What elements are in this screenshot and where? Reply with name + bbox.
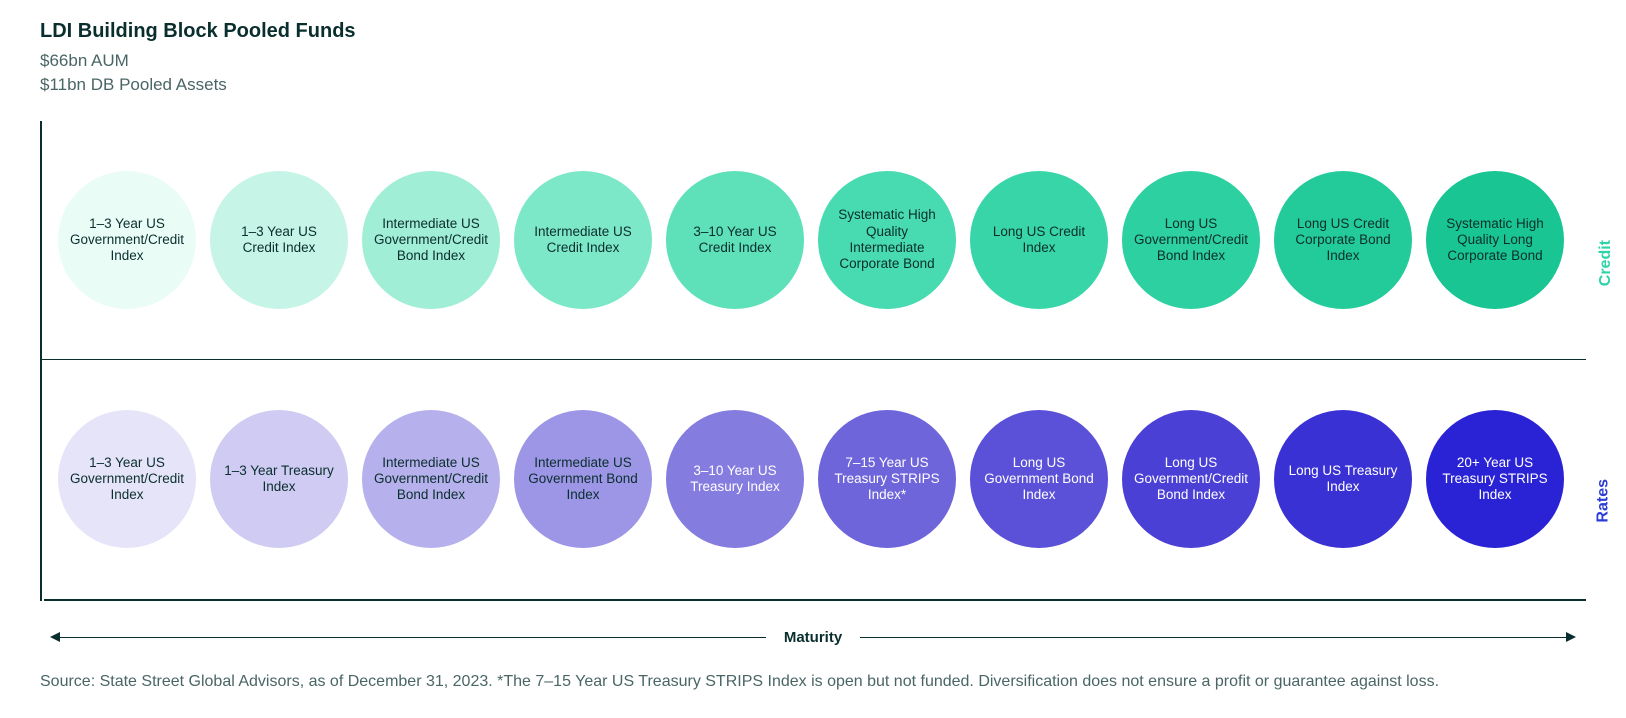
maturity-line-right bbox=[860, 637, 1566, 638]
rates-row: Rates 1–3 Year US Government/Credit Inde… bbox=[42, 360, 1586, 599]
rates-axis-label: Rates bbox=[1595, 479, 1613, 523]
chart-header: LDI Building Block Pooled Funds $66bn AU… bbox=[40, 20, 1586, 97]
rates-bubble: 7–15 Year US Treasury STRIPS Index* bbox=[818, 410, 956, 548]
credit-bubble: Systematic High Quality Long Corporate B… bbox=[1426, 171, 1564, 309]
rates-bubble: 1–3 Year US Government/Credit Index bbox=[58, 410, 196, 548]
rates-bubble: Intermediate US Government Bond Index bbox=[514, 410, 652, 548]
credit-row: Credit 1–3 Year US Government/Credit Ind… bbox=[42, 121, 1586, 360]
x-axis-baseline bbox=[44, 599, 1586, 601]
chart-title: LDI Building Block Pooled Funds bbox=[40, 20, 1586, 43]
credit-bubble: Long US Credit Index bbox=[970, 171, 1108, 309]
credit-axis-label: Credit bbox=[1597, 240, 1615, 286]
chart-subtitle-1: $66bn AUM bbox=[40, 49, 1586, 73]
chart-footnote: Source: State Street Global Advisors, as… bbox=[40, 670, 1586, 693]
bubble-rows-container: Credit 1–3 Year US Government/Credit Ind… bbox=[42, 121, 1586, 601]
credit-bubble: 1–3 Year US Government/Credit Index bbox=[58, 171, 196, 309]
arrow-right-icon bbox=[1566, 632, 1576, 642]
credit-bubble: Long US Credit Corporate Bond Index bbox=[1274, 171, 1412, 309]
arrow-left-icon bbox=[50, 632, 60, 642]
rates-bubble: 3–10 Year US Treasury Index bbox=[666, 410, 804, 548]
rates-bubble: Long US Treasury Index bbox=[1274, 410, 1412, 548]
rates-bubble: Long US Government/Credit Bond Index bbox=[1122, 410, 1260, 548]
rates-bubble: Long US Government Bond Index bbox=[970, 410, 1108, 548]
credit-bubble: Intermediate US Credit Index bbox=[514, 171, 652, 309]
credit-bubble: Intermediate US Government/Credit Bond I… bbox=[362, 171, 500, 309]
maturity-line-left bbox=[60, 637, 766, 638]
credit-bubble: Systematic High Quality Intermediate Cor… bbox=[818, 171, 956, 309]
credit-bubble: 3–10 Year US Credit Index bbox=[666, 171, 804, 309]
maturity-label: Maturity bbox=[766, 629, 860, 646]
rates-bubble: Intermediate US Government/Credit Bond I… bbox=[362, 410, 500, 548]
rates-bubble: 20+ Year US Treasury STRIPS Index bbox=[1426, 410, 1564, 548]
chart-subtitle-2: $11bn DB Pooled Assets bbox=[40, 73, 1586, 97]
maturity-axis: Maturity bbox=[40, 629, 1586, 646]
credit-bubble: 1–3 Year US Credit Index bbox=[210, 171, 348, 309]
credit-bubble: Long US Government/Credit Bond Index bbox=[1122, 171, 1260, 309]
chart-plot-area: Credit 1–3 Year US Government/Credit Ind… bbox=[40, 121, 1586, 601]
rates-bubble: 1–3 Year Treasury Index bbox=[210, 410, 348, 548]
